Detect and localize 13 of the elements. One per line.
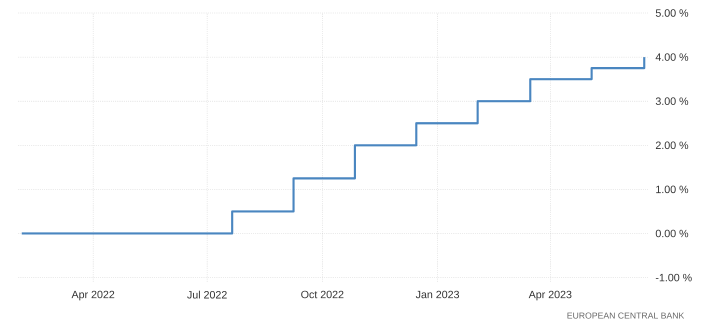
- text: EUROPEAN CENTRAL BANK: [567, 312, 684, 319]
- x-tick-label: Apr 2022: [72, 290, 114, 300]
- x-tick-label: Jul 2022: [187, 290, 227, 299]
- y-tick-label: 1.00 %: [656, 186, 688, 194]
- y-tick-label: -1.00 %: [656, 274, 692, 282]
- y-tick-label: 2.00 %: [656, 142, 688, 150]
- y-tick-label: 5.00 %: [656, 9, 688, 17]
- y-tick-label: 4.00 %: [656, 53, 688, 61]
- x-tick-label: Oct 2022: [301, 290, 344, 298]
- y-tick-label: 3.00 %: [656, 97, 688, 105]
- x-tick-label: Jan 2023: [416, 290, 460, 298]
- y-tick-label: 0.00 %: [656, 230, 688, 238]
- x-tick-label: Apr 2023: [528, 290, 572, 300]
